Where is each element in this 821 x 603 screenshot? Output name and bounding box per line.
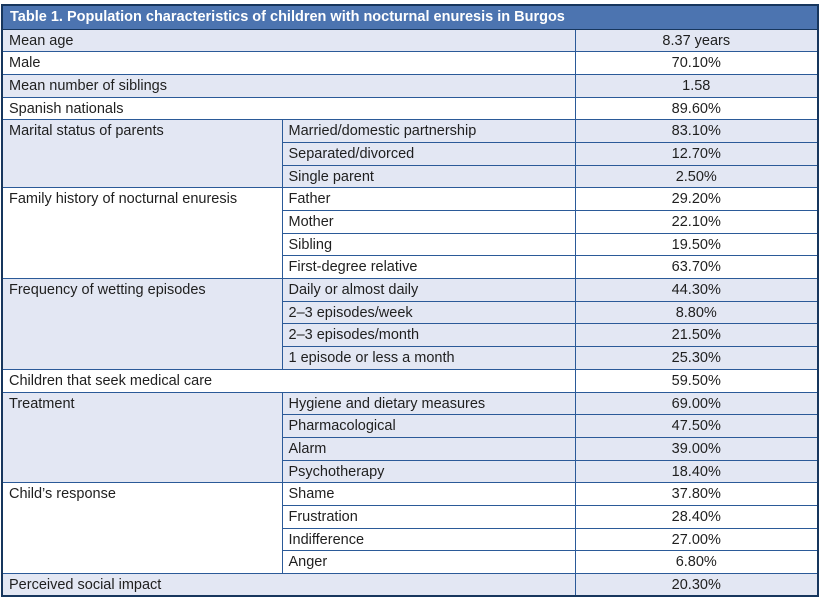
table-title-prefix: Table 1. [10,9,63,26]
category-cell: Frequency of wetting episodes [1,278,283,370]
subcategory-cell: Shame [281,482,576,506]
value-cell: 2.50% [574,164,819,189]
value-cell: 39.00% [574,436,819,461]
value-cell: 8.80% [574,300,819,325]
subcategory-cell: Married/domestic partnership [281,119,576,143]
value-cell: 27.00% [574,527,819,552]
value-cell: 19.50% [574,232,819,257]
table-row: 2–3 episodes/month 21.50% [2,323,819,348]
table-row: 2–3 episodes/week 8.80% [2,300,819,325]
category-cell: Children that seek medical care [1,368,576,393]
subcategory-cell: Sibling [281,232,576,257]
category-cell: Family history of nocturnal enuresis [1,187,283,280]
table-row: 1 episode or less a month 25.30% [2,346,819,370]
category-cell: Male [1,51,576,75]
table-row: Separated/divorced 12.70% [2,141,819,166]
table-row: Children that seek medical care 59.50% [1,368,819,393]
table-row: Mother 22.10% [2,210,819,234]
value-cell: 70.10% [574,51,819,75]
value-cell: 22.10% [574,210,819,234]
category-cell: Child’s response [1,482,283,574]
subcategory-cell: First-degree relative [281,255,576,280]
table-row: Frustration 28.40% [2,504,819,529]
subcategory-cell: 1 episode or less a month [281,346,576,370]
table-row: Frequency of wetting episodes Daily or al… [1,278,819,370]
population-characteristics-table: Table 1. Population characteristics of c… [1,4,820,598]
table-row: Indifference 27.00% [2,527,819,552]
subcategory-cell: Frustration [281,504,576,529]
table-row: First-degree relative 63.70% [2,255,819,280]
value-cell: 28.40% [574,504,819,529]
table-row: Child’s response Shame 37.80% [1,482,819,574]
category-cell: Treatment [1,391,283,484]
table-body: Mean age 8.37 years Male 70.10% Mean number … [1,28,819,597]
table-row: Single parent 2.50% [2,164,819,189]
subcategory-cell: Mother [281,210,576,234]
table-row: Pharmacological 47.50% [2,414,819,438]
subcategory-cell: 2–3 episodes/month [281,323,576,348]
subcategory-cell: Separated/divorced [281,141,576,166]
subcategory-cell: Daily or almost daily [281,278,576,302]
table-row: Perceived social impact 20.30% [1,573,819,597]
subcategory-cell: Pharmacological [281,414,576,438]
value-cell: 44.30% [574,278,819,302]
value-cell: 89.60% [574,96,819,121]
value-cell: 25.30% [574,346,819,370]
value-cell: 69.00% [574,391,819,416]
table-row: Family history of nocturnal enuresis Fath… [1,187,819,280]
subcategory-cell: Alarm [281,436,576,461]
value-cell: 29.20% [574,187,819,211]
table-row: Treatment Hygiene and dietary measures 69.… [1,391,819,484]
value-cell: 12.70% [574,141,819,166]
value-cell: 83.10% [574,119,819,143]
subcategory-cell: Hygiene and dietary measures [281,391,576,416]
value-cell: 6.80% [574,550,819,574]
value-cell: 18.40% [574,459,819,484]
value-cell: 59.50% [574,368,819,393]
table-header-row: Table 1. Population characteristics of c… [1,4,819,30]
value-cell: 20.30% [574,573,819,597]
subcategory-cell: 2–3 episodes/week [281,300,576,325]
value-cell: 1.58 [574,73,819,98]
subcategory-cell: Indifference [281,527,576,552]
subcategory-cell: Anger [281,550,576,574]
category-cell: Mean number of siblings [1,73,576,98]
category-cell: Marital status of parents [1,119,283,189]
value-cell: 63.70% [574,255,819,280]
table-title: Table 1. Population characteristics of c… [1,4,819,30]
table-row: Male 70.10% [1,51,819,75]
value-cell: 37.80% [574,482,819,506]
value-cell: 47.50% [574,414,819,438]
value-cell: 8.37 years [574,28,819,53]
subcategory-cell: Father [281,187,576,211]
subcategory-cell: Single parent [281,164,576,189]
category-cell: Spanish nationals [1,96,576,121]
category-cell: Perceived social impact [1,573,576,597]
table-title-text: Population characteristics of children w… [66,9,565,26]
table-row: Spanish nationals 89.60% [1,96,819,121]
table-row: Anger 6.80% [2,550,819,574]
table-row: Marital status of parents Married/domesti… [1,119,819,189]
table-row: Alarm 39.00% [2,436,819,461]
table-row: Mean age 8.37 years [1,28,819,53]
category-cell: Mean age [1,28,576,53]
subcategory-cell: Psychotherapy [281,459,576,484]
table-row: Mean number of siblings 1.58 [1,73,819,98]
value-cell: 21.50% [574,323,819,348]
